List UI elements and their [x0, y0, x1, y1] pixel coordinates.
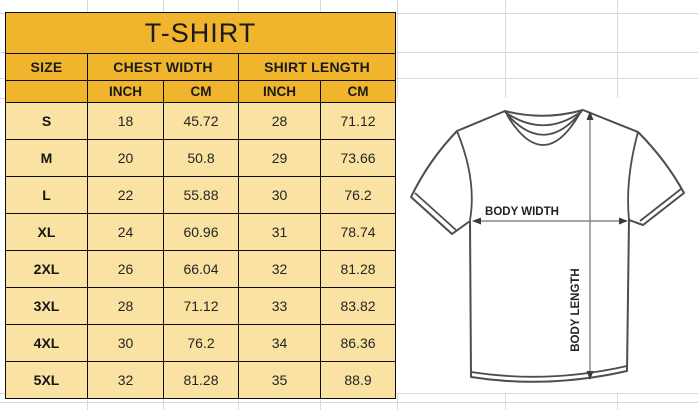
- tshirt-diagram: BODY WIDTH BODY LENGTH: [396, 98, 698, 393]
- cell-chest-inch: 22: [87, 176, 164, 214]
- length-inch-header: INCH: [238, 80, 321, 103]
- length-cm-header: CM: [319, 80, 397, 103]
- cell-chest-inch: 18: [87, 102, 164, 140]
- armhole-seams: [456, 130, 639, 221]
- chest-cm-header: CM: [163, 80, 239, 103]
- size-chart-table: T-SHIRT SIZE CHEST WIDTH SHIRT LENGTH IN…: [4, 12, 397, 399]
- cell-size: 2XL: [5, 250, 88, 288]
- cell-length-cm: 73.66: [319, 139, 397, 177]
- chest-width-header: CHEST WIDTH: [87, 53, 239, 81]
- cell-length-cm: 88.9: [319, 361, 397, 399]
- cell-chest-cm: 76.2: [163, 324, 239, 362]
- cell-size: 3XL: [5, 287, 88, 325]
- cell-chest-inch: 30: [87, 324, 164, 362]
- cell-length-cm: 71.12: [319, 102, 397, 140]
- cell-length-inch: 33: [238, 287, 321, 325]
- collar-rib-lines: [504, 110, 583, 146]
- cell-size: 5XL: [5, 361, 88, 399]
- cell-chest-cm: 45.72: [163, 102, 239, 140]
- table-row: 5XL 32 81.28 35 88.9: [5, 361, 397, 399]
- shirt-length-header: SHIRT LENGTH: [237, 53, 397, 81]
- cell-length-inch: 30: [238, 176, 321, 214]
- cuff-lines: [414, 188, 682, 231]
- cell-chest-cm: 55.88: [163, 176, 239, 214]
- cell-chest-inch: 32: [87, 361, 164, 399]
- table-row: S 18 45.72 28 71.12: [5, 102, 397, 140]
- cell-chest-cm: 71.12: [163, 287, 239, 325]
- table-row: XL 24 60.96 31 78.74: [5, 213, 397, 251]
- cell-length-cm: 78.74: [319, 213, 397, 251]
- tshirt-drawing: BODY WIDTH BODY LENGTH: [410, 109, 685, 383]
- cell-size: M: [5, 139, 88, 177]
- table-row: 4XL 30 76.2 34 86.36: [5, 324, 397, 362]
- cell-chest-cm: 50.8: [163, 139, 239, 177]
- chest-inch-header: INCH: [87, 80, 164, 103]
- cell-size: S: [5, 102, 88, 140]
- cell-chest-cm: 60.96: [163, 213, 239, 251]
- size-column-header: SIZE: [5, 53, 88, 81]
- size-units-empty-cell: [5, 80, 88, 103]
- gridline-h: [0, 402, 698, 403]
- cell-length-cm: 86.36: [319, 324, 397, 362]
- cell-length-cm: 83.82: [319, 287, 397, 325]
- table-row: 2XL 26 66.04 32 81.28: [5, 250, 397, 288]
- cell-length-inch: 31: [238, 213, 321, 251]
- body-length-label: BODY LENGTH: [570, 268, 582, 352]
- cell-size: 4XL: [5, 324, 88, 362]
- cell-size: L: [5, 176, 88, 214]
- cell-chest-inch: 26: [87, 250, 164, 288]
- cell-length-inch: 32: [238, 250, 321, 288]
- table-title: T-SHIRT: [4, 12, 397, 54]
- cell-length-cm: 76.2: [319, 176, 397, 214]
- cell-chest-inch: 20: [87, 139, 164, 177]
- cell-chest-cm: 81.28: [163, 361, 239, 399]
- cell-chest-inch: 28: [87, 287, 164, 325]
- cell-chest-cm: 66.04: [163, 250, 239, 288]
- cell-length-inch: 34: [238, 324, 321, 362]
- cell-length-cm: 81.28: [319, 250, 397, 288]
- hem-line: [470, 365, 628, 378]
- cell-length-inch: 29: [238, 139, 321, 177]
- table-row: L 22 55.88 30 76.2: [5, 176, 397, 214]
- cell-length-inch: 35: [238, 361, 321, 399]
- body-width-label: BODY WIDTH: [485, 206, 559, 218]
- cell-length-inch: 28: [238, 102, 321, 140]
- cell-size: XL: [5, 213, 88, 251]
- table-row: 3XL 28 71.12 33 83.82: [5, 287, 397, 325]
- tshirt-outline: [410, 109, 685, 383]
- cell-chest-inch: 24: [87, 213, 164, 251]
- table-row: M 20 50.8 29 73.66: [5, 139, 397, 177]
